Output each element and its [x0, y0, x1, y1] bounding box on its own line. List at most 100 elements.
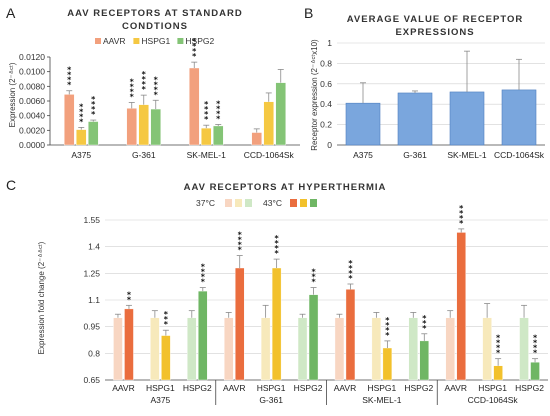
panel-a-title-line-2: CONDTIONS: [122, 21, 188, 32]
panel-a-y-tick-label: 0.0040: [19, 111, 45, 121]
panel-b-category-label: G-361: [403, 150, 427, 160]
panel-c-group-label: A375: [150, 395, 170, 405]
panel-a-significance: *: [130, 92, 135, 101]
panel-c-significance: *: [127, 290, 132, 299]
panel-c-bar: [260, 317, 271, 381]
panel-a-significance: *: [142, 70, 147, 79]
panel-a-bar: [213, 125, 224, 146]
panel-c-significance: *: [238, 231, 243, 240]
panel-c-bar: [382, 347, 393, 381]
panel-a-bar: [275, 82, 286, 146]
panel-c-significance: *: [459, 219, 464, 228]
panel-c-receptor-label: HSPG2: [294, 383, 323, 393]
panel-b-bar: [345, 102, 381, 146]
panel-c-receptor-label: AAVR: [334, 383, 357, 393]
panel-c-significance: *: [496, 334, 501, 343]
panel-c-significance: *: [422, 319, 427, 328]
panel-c-receptor-label: HSPG1: [367, 383, 396, 393]
panel-c-significance: *: [275, 234, 280, 243]
panel-c-bar: [150, 317, 160, 381]
panel-a-y-label: Expression (2⁻ᐞᶜᵗ): [8, 62, 17, 127]
panel-a-bar: [150, 108, 161, 146]
panel-b-category-label: A375: [353, 150, 373, 160]
panel-c-significance: *: [459, 214, 464, 223]
panel-c-receptor-label: AAVR: [444, 383, 467, 393]
panel-c-significance: *: [275, 239, 280, 248]
panel-c-significance: *: [164, 315, 169, 324]
panel-c-significance: *: [533, 344, 538, 353]
panel-a-significance: *: [216, 104, 221, 113]
panel-a-bar: [126, 108, 137, 146]
panel-c-legend-swatch: [300, 199, 307, 207]
panel-c-legend-label: 37°C: [196, 198, 215, 208]
panel-c-group-label: G-361: [259, 395, 283, 405]
panel-c-y-tick-label: 1.55: [83, 215, 100, 225]
panel-a-significance: *: [67, 66, 72, 75]
panel-c-y-tick-label: 0.65: [83, 375, 100, 385]
panel-c-significance: *: [496, 349, 501, 358]
panel-c-significance: *: [275, 249, 280, 258]
panel-c-bar: [271, 267, 282, 381]
panel-a-category-label: A375: [71, 150, 91, 160]
panel-c-significance: *: [201, 278, 206, 287]
panel-letter-a: A: [6, 5, 16, 21]
panel-b-y-tick-label: 0.8: [320, 58, 332, 68]
panel-a-bar: [201, 127, 212, 146]
panel-c-legend-label: 43°C: [263, 198, 282, 208]
panel-c-significance: *: [311, 278, 316, 287]
panel-c-bar: [334, 317, 345, 381]
panel-c-legend-swatch: [225, 199, 232, 207]
panel-c-bar: [519, 317, 529, 381]
panel-c-significance: *: [238, 236, 243, 245]
panel-c-significance: *: [164, 310, 169, 319]
panel-a-category-label: SK-MEL-1: [187, 150, 226, 160]
panel-c-significance: *: [533, 334, 538, 343]
panel-c-bar: [124, 308, 134, 381]
panel-c-legend: 37°C 43°C: [196, 198, 317, 208]
panel-c-receptor-label: HSPG2: [515, 383, 544, 393]
panel-a-bar: [189, 67, 200, 146]
panel-b-y-tick-label: 1: [327, 38, 332, 48]
panel-b-bar: [449, 91, 485, 146]
panel-c-bar: [161, 335, 171, 381]
panel-a-significance: *: [91, 100, 96, 109]
panel-a-significance: *: [154, 80, 159, 89]
panel-b-bar: [501, 89, 537, 146]
panel-a-significance: *: [142, 85, 147, 94]
panel-c-significance: *: [348, 259, 353, 268]
panel-a-legend: AAVR HSPG1 HSPG2: [95, 36, 214, 46]
panel-a-significance: *: [79, 102, 84, 111]
panel-c-significance: *: [385, 321, 390, 330]
panel-c-significance: *: [459, 204, 464, 213]
panel-a-significance: *: [154, 85, 159, 94]
panel-a-significance: *: [204, 110, 209, 119]
panel-c-bar: [371, 317, 382, 381]
panel-b-y-tick-label: 0.6: [320, 79, 332, 89]
panel-a-significance: *: [67, 81, 72, 90]
panel-a-bar: [263, 101, 274, 146]
panel-a-legend-swatch: [133, 38, 140, 44]
panel-a-bar: [76, 129, 87, 146]
panel-b-category-label: CCD-1064Sk: [494, 150, 545, 160]
panel-c-bar: [235, 267, 245, 381]
panel-a-y-tick-label: 0.0060: [19, 96, 45, 106]
panel-a-legend-label: HSPG2: [185, 36, 214, 46]
panel-c-significance: *: [385, 331, 390, 340]
panel-c-bar: [445, 317, 455, 381]
panel-a-bar: [251, 132, 262, 146]
panel-a-significance: *: [67, 76, 72, 85]
panel-c-significance: *: [348, 269, 353, 278]
panel-c-y-tick-label: 1.25: [83, 268, 100, 278]
panel-a-significance: *: [91, 95, 96, 104]
panel-b-bar: [397, 92, 433, 146]
panel-c-significance: *: [348, 274, 353, 283]
panel-b-y-tick-label: 0.4: [320, 99, 332, 109]
panel-c-bar: [187, 317, 197, 381]
panel-c-significance: *: [311, 273, 316, 282]
panel-c-receptor-label: AAVR: [112, 383, 135, 393]
panel-a-significance: *: [91, 105, 96, 114]
panel-a-significance: *: [192, 52, 197, 61]
panel-b-y-tick-label: 0.2: [320, 120, 332, 130]
panel-c-group-label: CCD-1064Sk: [468, 395, 519, 405]
panel-c-plot: 0.650.80.951.11.251.41.55A375AAVR**HSPG1…: [83, 204, 548, 405]
